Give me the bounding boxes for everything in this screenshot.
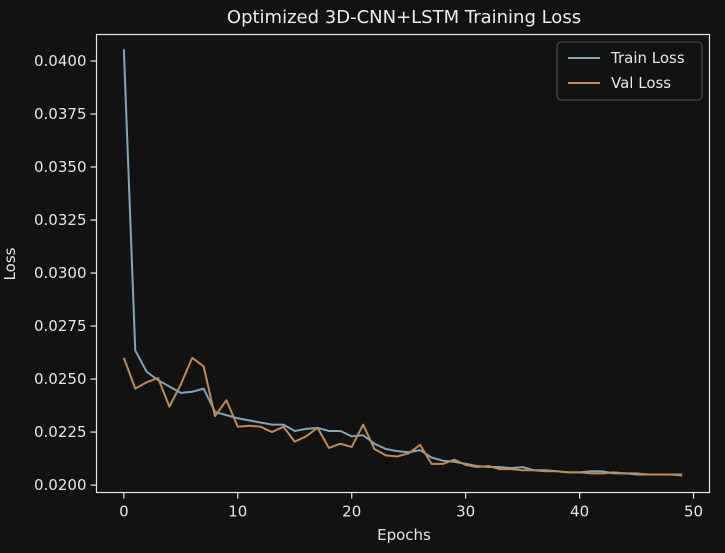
plot-area xyxy=(95,33,711,494)
y-tick-label: 0.0200 xyxy=(34,476,87,494)
x-axis-label: Epochs xyxy=(377,526,431,544)
y-tick-label: 0.0300 xyxy=(34,264,87,282)
x-tick-label: 0 xyxy=(119,503,129,521)
legend-box xyxy=(556,41,703,101)
chart-title: Optimized 3D-CNN+LSTM Training Loss xyxy=(227,7,581,28)
y-axis-label: Loss xyxy=(1,247,19,280)
x-tick-label: 10 xyxy=(228,503,247,521)
y-tick-label: 0.0275 xyxy=(34,317,87,335)
y-tick-label: 0.0225 xyxy=(34,423,87,441)
x-tick-label: 40 xyxy=(570,503,589,521)
legend-label-train-loss: Train Loss xyxy=(610,49,685,67)
y-tick-label: 0.0350 xyxy=(34,158,87,176)
legend-label-val-loss: Val Loss xyxy=(611,74,671,92)
y-tick-label: 0.0250 xyxy=(34,370,87,388)
y-tick-label: 0.0325 xyxy=(34,211,87,229)
y-tick-label: 0.0400 xyxy=(34,52,87,70)
series-lines xyxy=(122,49,683,477)
x-tick-label: 20 xyxy=(342,503,361,521)
y-tick-label: 0.0375 xyxy=(34,105,87,123)
x-tick-label: 50 xyxy=(684,503,703,521)
x-tick-label: 30 xyxy=(456,503,475,521)
y-axis: 0.0200 0.0225 0.0250 0.0275 0.0300 0.0325 0.03… xyxy=(34,52,97,494)
x-axis: 0 10 20 30 40 50 xyxy=(119,492,703,521)
series-line-val-loss xyxy=(122,356,683,477)
legend: Train Loss Val Loss xyxy=(556,41,703,101)
